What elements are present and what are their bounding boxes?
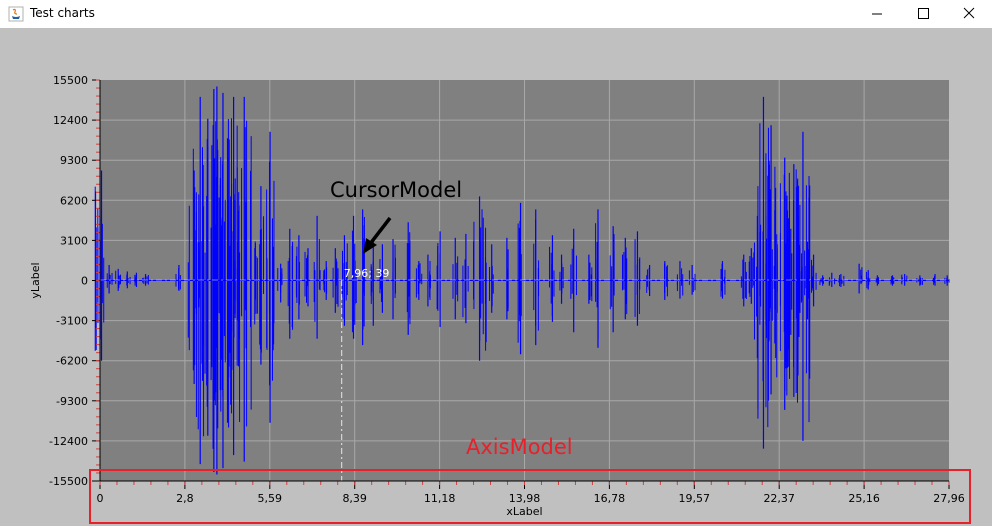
close-button[interactable]: [946, 0, 992, 28]
x-tick-label: 0: [97, 492, 104, 505]
y-tick-label: 15500: [53, 74, 88, 87]
cursor[interactable]: 7,96; 39: [100, 267, 949, 481]
y-tick-label: -3100: [56, 315, 88, 328]
java-app-icon: [8, 6, 24, 22]
x-tick-label: 16,78: [594, 492, 626, 505]
y-tick-label: -15500: [49, 475, 88, 488]
cursor-readout: 7,96; 39: [344, 267, 390, 280]
x-tick-label: 8,39: [342, 492, 367, 505]
arrow-shaft: [368, 216, 392, 246]
y-axis-label: yLabel: [29, 262, 42, 298]
y-tick-label: 12400: [53, 114, 88, 127]
x-tick-label: 2,8: [176, 492, 194, 505]
x-tick-label: 5,59: [258, 492, 283, 505]
title-bar: Test charts: [0, 0, 992, 28]
signal-series: [94, 86, 950, 475]
y-tick-label: -12400: [49, 435, 88, 448]
minimize-icon: [872, 13, 882, 15]
x-axis[interactable]: 0 2,8 5,59 8,39 11,18 13,98 16,78 19,57 22,37 25,…: [97, 480, 965, 505]
x-tick-label: 11,18: [424, 492, 456, 505]
y-tick-label: -9300: [56, 395, 88, 408]
x-tick-label: 19,57: [679, 492, 711, 505]
minimize-button[interactable]: [854, 0, 900, 28]
y-tick-label: 3100: [60, 234, 88, 247]
chart: 7,96; 39 15500 12400 9300 6200 3100 0 -3100 -62…: [29, 74, 971, 524]
x-axis-label: xLabel: [506, 505, 542, 518]
cursor-model-annotation: CursorModel: [330, 178, 462, 202]
y-tick-label: 9300: [60, 154, 88, 167]
y-tick-label: 6200: [60, 194, 88, 207]
maximize-icon: [918, 8, 929, 19]
axis-model-annotation: AxisModel: [466, 435, 573, 459]
axis-model-highlight: [89, 469, 971, 524]
window-title: Test charts: [30, 6, 95, 20]
x-tick-label: 25,16: [848, 492, 880, 505]
y-tick-label: -6200: [56, 355, 88, 368]
arrow-head: [363, 238, 377, 254]
annotation-arrow-icon: [363, 216, 392, 254]
y-tick-label: 0: [81, 275, 88, 288]
close-icon: [963, 7, 975, 19]
y-axis: 15500 12400 9300 6200 3100 0 -3100 -6200 -9300 -1…: [49, 74, 101, 488]
x-tick-label: 13,98: [509, 492, 541, 505]
maximize-button[interactable]: [900, 0, 946, 28]
x-tick-label: 27,96: [933, 492, 965, 505]
x-tick-label: 22,37: [763, 492, 795, 505]
